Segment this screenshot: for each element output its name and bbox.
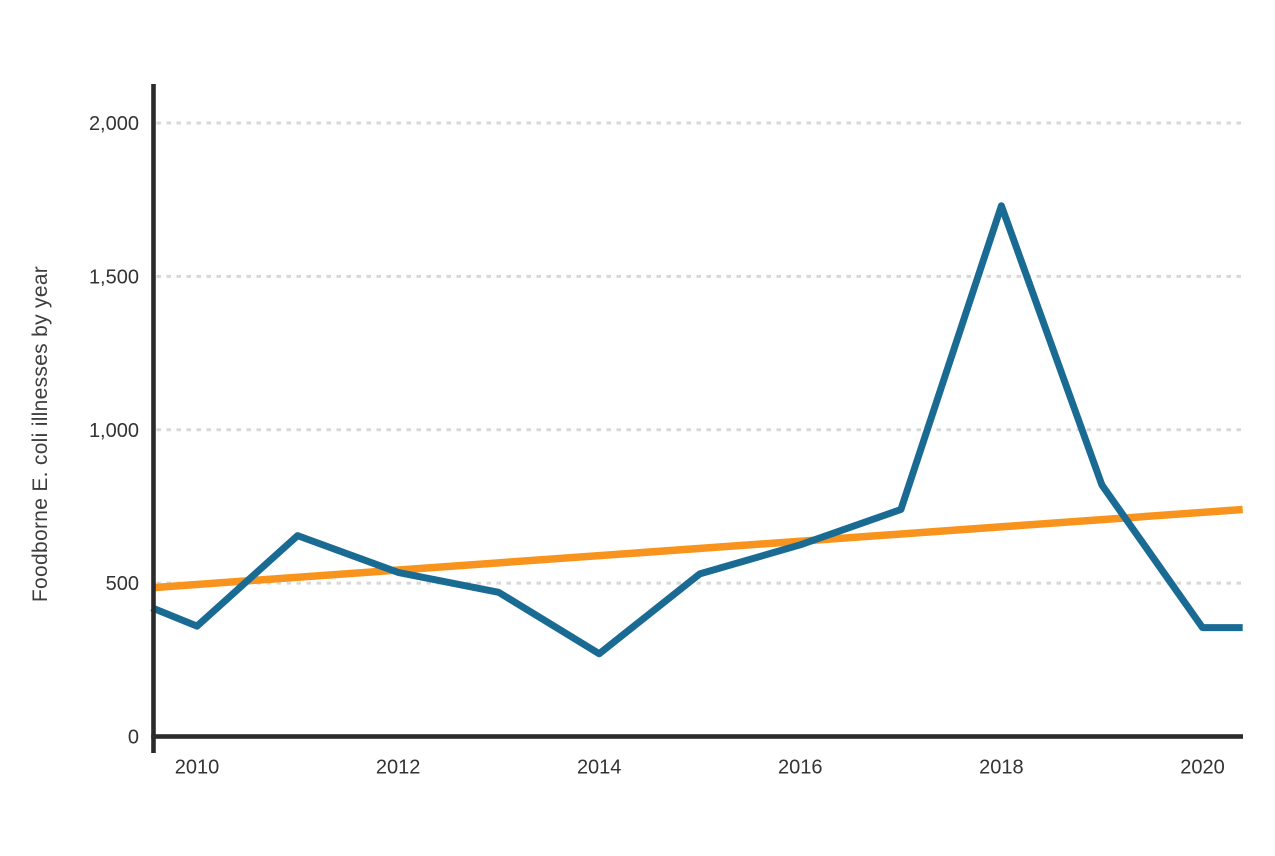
y-tick-label-0: 0 [128, 727, 139, 749]
x-tick-label-2012: 2012 [376, 757, 421, 779]
x-tick-label-2020: 2020 [1180, 757, 1225, 779]
x-axis-line [151, 734, 1244, 739]
y-tick-label-1000: 1,000 [89, 420, 139, 442]
gridlines [156, 121, 1243, 585]
y-tick-label-1500: 1,500 [89, 266, 139, 288]
series-lines [150, 202, 1243, 658]
y-tick-label-2000: 2,000 [89, 113, 139, 135]
y-axis-line [151, 84, 156, 753]
x-tick-label-2014: 2014 [577, 757, 622, 779]
y-axis-title: Foodborne E. coli illnesses by year [29, 266, 52, 602]
x-tick-label-2018: 2018 [979, 757, 1024, 779]
series-line-e-coli-illnesses [150, 202, 1243, 658]
x-tick-label-2016: 2016 [778, 757, 823, 779]
y-tick-label-500: 500 [106, 573, 139, 595]
x-axis-tick-labels: 2010 2012 2014 2016 2018 2020 [175, 757, 1225, 779]
series-line-trend-line [151, 505, 1243, 592]
y-axis-tick-labels: 0 500 1,000 1,500 2,000 [89, 113, 139, 749]
x-tick-label-2010: 2010 [175, 757, 220, 779]
